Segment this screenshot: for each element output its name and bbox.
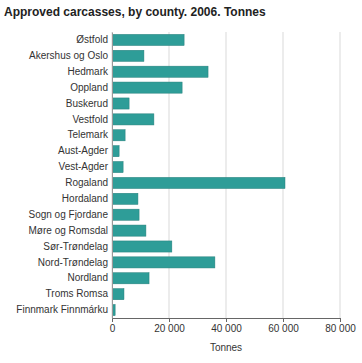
bar (112, 225, 146, 236)
bar (112, 146, 119, 157)
y-tick-label: Troms Romsa (46, 288, 109, 299)
y-tick-label: Buskerud (66, 98, 108, 109)
y-tick: Østfold (76, 34, 112, 45)
grid-line (226, 32, 227, 318)
x-tick: 20 000 (154, 318, 185, 334)
y-tick-label: Møre og Romsdal (29, 225, 108, 236)
bar (112, 289, 124, 300)
bar (112, 130, 125, 141)
bar (112, 209, 139, 220)
y-tick: Buskerud (66, 98, 112, 109)
bars (112, 34, 285, 315)
y-tick-label: Aust-Agder (58, 145, 109, 156)
y-tick-label: Rogaland (65, 177, 108, 188)
y-tick: Sør-Trøndelag (43, 241, 112, 252)
x-tick-label: 40 000 (211, 323, 242, 334)
bar (112, 241, 172, 252)
y-tick-label: Telemark (67, 129, 109, 140)
y-tick: Finnmark Finnmárku (16, 304, 112, 315)
y-tick: Troms Romsa (46, 288, 112, 299)
bar (112, 177, 285, 188)
x-tick-label: 20 000 (154, 323, 185, 334)
y-tick-label: Vestfold (72, 114, 108, 125)
grid-line (283, 32, 284, 318)
x-axis-title: Tonnes (210, 342, 242, 353)
chart: Approved carcasses, by county. 2006. Ton… (0, 0, 362, 363)
y-tick: Vest-Agder (59, 161, 112, 172)
y-tick: Vestfold (72, 114, 112, 125)
y-tick: Møre og Romsdal (29, 225, 112, 236)
x-tick-label: 80 000 (325, 323, 356, 334)
x-tick-label: 0 (110, 323, 116, 334)
y-tick: Aust-Agder (58, 145, 112, 156)
y-tick-label: Hedmark (67, 66, 109, 77)
x-axis: 0 20 000 40 000 60 000 80 000 (110, 318, 357, 334)
title: Approved carcasses, by county. 2006. Ton… (4, 5, 266, 19)
x-tick: 0 (110, 318, 116, 334)
y-axis: Østfold Akershus og Oslo Hedmark Oppland Bus… (16, 33, 112, 319)
y-tick: Oppland (70, 82, 112, 93)
y-tick: Hordaland (62, 193, 112, 204)
y-tick-label: Nord-Trøndelag (38, 257, 108, 268)
x-tick-mark (169, 318, 170, 322)
bar (112, 82, 182, 93)
y-tick-label: Vest-Agder (59, 161, 109, 172)
y-tick-label: Oppland (70, 82, 108, 93)
y-tick: Akershus og Oslo (29, 50, 112, 61)
x-tick-mark (226, 318, 227, 322)
y-tick-label: Sør-Trøndelag (43, 241, 108, 252)
y-axis-line (112, 33, 113, 319)
y-tick: Nord-Trøndelag (38, 257, 112, 268)
bar (112, 161, 123, 172)
grid (112, 32, 340, 318)
x-tick: 80 000 (325, 318, 356, 334)
bar (112, 114, 154, 125)
y-tick-label: Finnmark Finnmárku (16, 304, 108, 315)
grid-line (112, 32, 113, 318)
y-tick: Sogn og Fjordane (28, 209, 112, 220)
y-tick-label: Østfold (76, 34, 108, 45)
y-tick-label: Hordaland (62, 193, 108, 204)
x-tick-mark (340, 318, 341, 322)
y-tick-label: Sogn og Fjordane (28, 209, 108, 220)
bar (112, 257, 215, 268)
bar (112, 66, 208, 77)
plot: 0 20 000 40 000 60 000 80 000 Østfold Akershus… (16, 32, 356, 334)
x-tick: 60 000 (268, 318, 299, 334)
x-tick: 40 000 (211, 318, 242, 334)
y-tick-label: Nordland (67, 272, 108, 283)
x-tick-mark (112, 318, 113, 322)
y-tick-label: Akershus og Oslo (29, 50, 108, 61)
x-axis-line (113, 319, 341, 323)
y-tick: Rogaland (65, 177, 112, 188)
x-tick-label: 60 000 (268, 323, 299, 334)
bar (112, 50, 144, 61)
x-tick-mark (283, 318, 284, 322)
grid-line (340, 32, 341, 318)
y-tick: Telemark (67, 129, 112, 140)
y-tick: Nordland (67, 272, 112, 283)
bar (112, 273, 149, 284)
bar (112, 34, 184, 45)
y-tick: Hedmark (67, 66, 112, 77)
bar (112, 193, 138, 204)
bar (112, 98, 129, 109)
